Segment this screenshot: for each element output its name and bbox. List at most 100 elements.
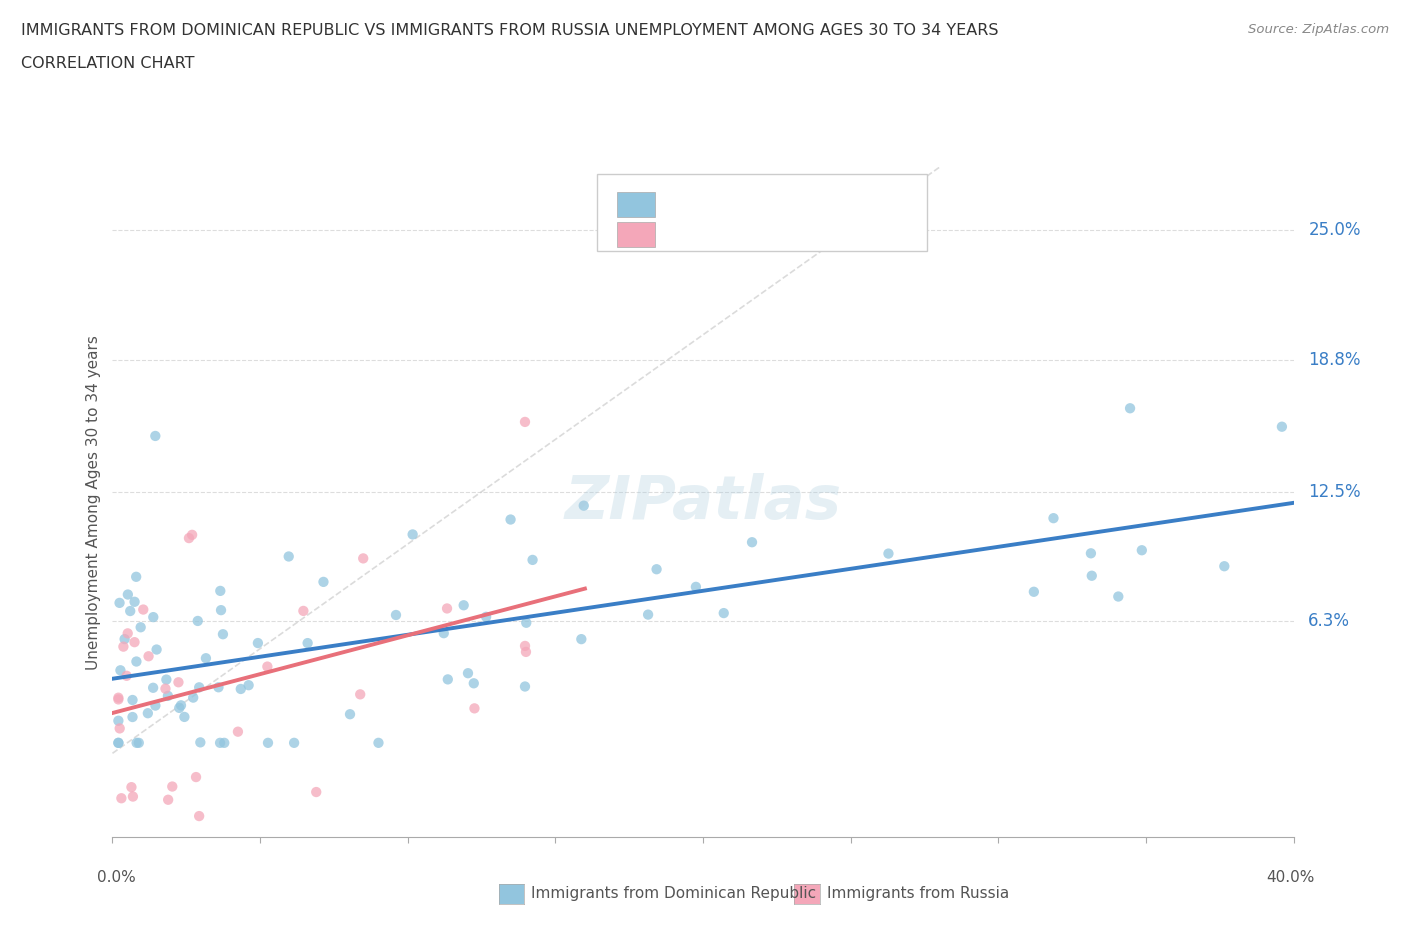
Point xyxy=(226,724,249,739)
Point xyxy=(108,595,131,610)
Point xyxy=(112,639,135,654)
Point xyxy=(1130,543,1153,558)
Point xyxy=(637,607,659,622)
Point xyxy=(246,635,269,650)
Point xyxy=(194,651,217,666)
Point xyxy=(188,809,211,824)
Point xyxy=(256,659,278,674)
Point xyxy=(187,614,209,629)
Point xyxy=(132,602,155,617)
Text: CORRELATION CHART: CORRELATION CHART xyxy=(21,56,194,71)
Point xyxy=(120,779,142,794)
Point xyxy=(209,583,232,598)
Point xyxy=(107,690,129,705)
Point xyxy=(125,736,148,751)
Point xyxy=(513,679,536,694)
Point xyxy=(515,616,537,631)
Point xyxy=(155,672,177,687)
Point xyxy=(1080,546,1102,561)
Y-axis label: Unemployment Among Ages 30 to 34 years: Unemployment Among Ages 30 to 34 years xyxy=(86,335,101,670)
Point xyxy=(352,551,374,565)
Point xyxy=(117,626,139,641)
Point xyxy=(257,736,280,751)
Point xyxy=(457,666,479,681)
Point xyxy=(209,603,232,618)
Point xyxy=(110,790,132,805)
Point xyxy=(124,634,146,649)
Text: R = 0.549: R = 0.549 xyxy=(669,195,759,213)
Point xyxy=(121,710,143,724)
Point xyxy=(212,627,235,642)
Point xyxy=(349,687,371,702)
Text: 12.5%: 12.5% xyxy=(1309,483,1361,500)
Point xyxy=(645,562,668,577)
Point xyxy=(1271,419,1294,434)
Point xyxy=(156,688,179,703)
Text: 40.0%: 40.0% xyxy=(1267,870,1315,884)
Point xyxy=(117,587,139,602)
Text: 0.0%: 0.0% xyxy=(97,870,136,884)
Point xyxy=(167,675,190,690)
Point xyxy=(136,706,159,721)
Point xyxy=(125,569,148,584)
Point xyxy=(1022,584,1045,599)
Point xyxy=(433,626,456,641)
Text: Immigrants from Dominican Republic: Immigrants from Dominican Republic xyxy=(531,886,817,901)
Point xyxy=(312,575,335,590)
Point xyxy=(283,736,305,751)
Text: N = 31: N = 31 xyxy=(780,225,844,244)
Text: ZIPatlas: ZIPatlas xyxy=(564,472,842,532)
Point xyxy=(453,598,475,613)
Point xyxy=(138,649,160,664)
Point xyxy=(475,609,498,624)
Point xyxy=(110,663,132,678)
Point xyxy=(436,672,458,687)
Point xyxy=(1213,559,1236,574)
Point xyxy=(169,700,191,715)
Point xyxy=(515,644,537,659)
Point xyxy=(142,610,165,625)
Point xyxy=(436,601,458,616)
Point xyxy=(522,552,544,567)
Point xyxy=(339,707,361,722)
Point xyxy=(120,604,142,618)
Point xyxy=(1107,589,1129,604)
Point xyxy=(155,682,177,697)
Point xyxy=(143,429,166,444)
Text: IMMIGRANTS FROM DOMINICAN REPUBLIC VS IMMIGRANTS FROM RUSSIA UNEMPLOYMENT AMONG : IMMIGRANTS FROM DOMINICAN REPUBLIC VS IM… xyxy=(21,23,998,38)
Point xyxy=(173,710,195,724)
Point xyxy=(188,735,211,750)
Point xyxy=(124,594,146,609)
Point xyxy=(513,415,536,430)
Point xyxy=(145,698,167,713)
Point xyxy=(188,680,211,695)
Point xyxy=(115,669,138,684)
Point xyxy=(129,619,152,634)
Point xyxy=(401,527,423,542)
Point xyxy=(125,654,148,669)
Text: 18.8%: 18.8% xyxy=(1309,351,1361,369)
Point xyxy=(1119,401,1142,416)
Point xyxy=(385,607,408,622)
Point xyxy=(292,604,315,618)
Point xyxy=(181,690,204,705)
Point xyxy=(145,642,167,657)
Point xyxy=(121,693,143,708)
Point xyxy=(184,770,207,785)
Point xyxy=(107,736,129,751)
Point xyxy=(513,639,536,654)
Point xyxy=(122,790,145,804)
Text: 25.0%: 25.0% xyxy=(1309,221,1361,239)
Point xyxy=(569,631,592,646)
Text: Immigrants from Russia: Immigrants from Russia xyxy=(827,886,1010,901)
Point xyxy=(741,535,763,550)
Text: Source: ZipAtlas.com: Source: ZipAtlas.com xyxy=(1249,23,1389,36)
Point xyxy=(277,549,299,564)
Point xyxy=(107,736,129,751)
FancyBboxPatch shape xyxy=(596,174,928,251)
Point xyxy=(713,605,735,620)
Point xyxy=(142,681,165,696)
Point xyxy=(177,531,200,546)
Point xyxy=(685,579,707,594)
Point xyxy=(170,698,193,712)
